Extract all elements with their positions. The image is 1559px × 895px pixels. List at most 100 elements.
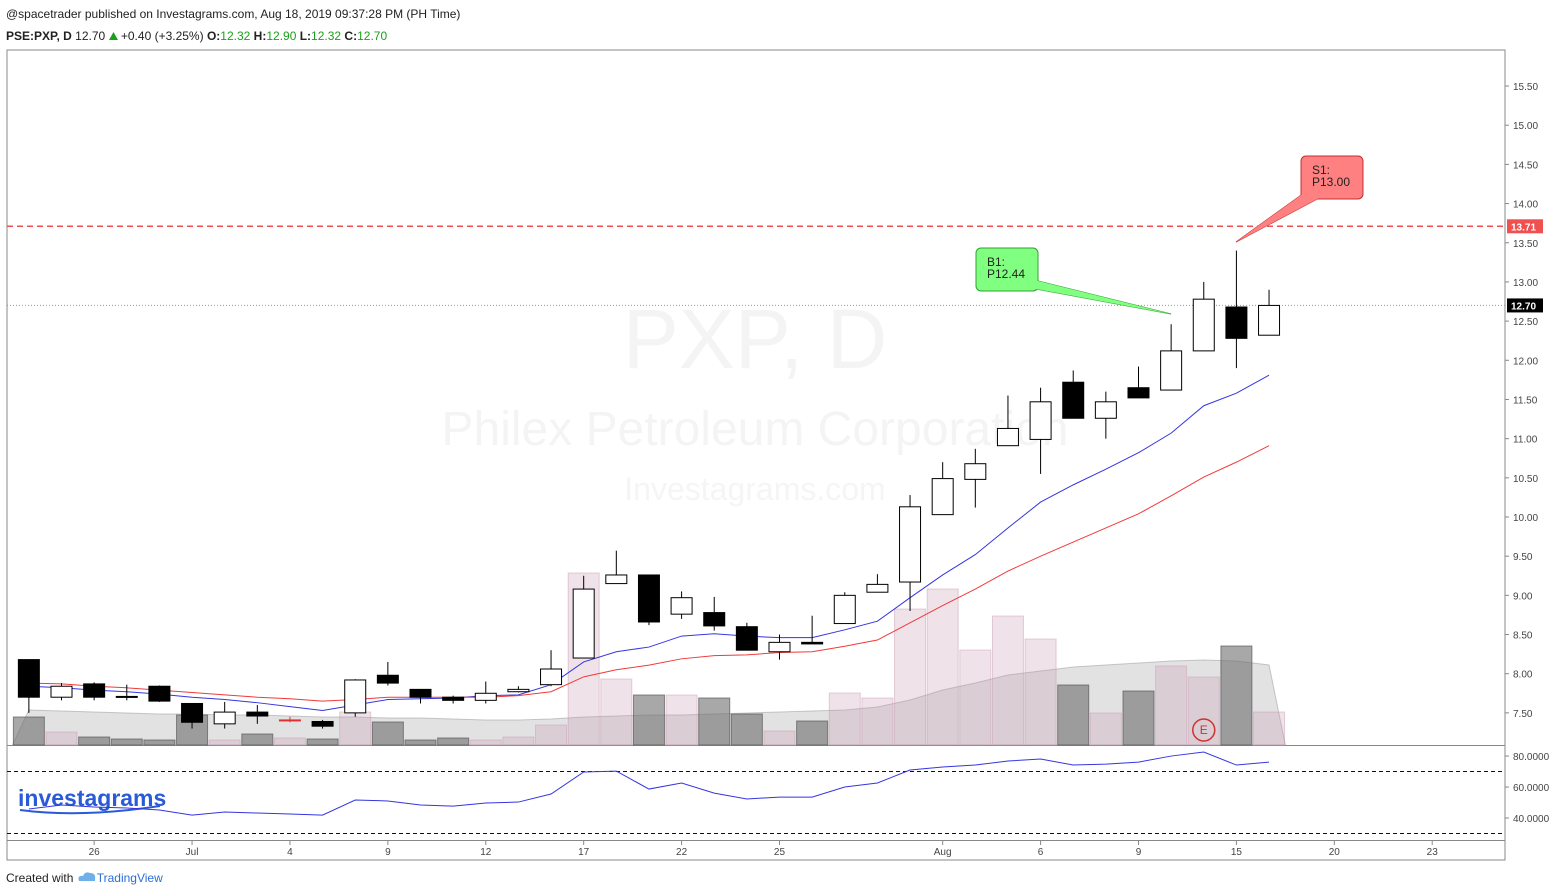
- candle-body: [507, 688, 530, 693]
- volume-bar: [665, 694, 698, 746]
- x-tick-label: 15: [1231, 847, 1243, 858]
- x-tick-label: 17: [578, 847, 590, 858]
- up-arrow: [108, 32, 118, 40]
- candle-body: [246, 711, 269, 717]
- volume-bar: [502, 736, 535, 746]
- ohlc-label: H:: [253, 29, 267, 43]
- volume-bar: [926, 588, 959, 746]
- candle-body: [344, 679, 367, 714]
- volume-bar: [208, 739, 241, 746]
- candle-body: [768, 641, 791, 653]
- event-marker: [1192, 718, 1216, 742]
- volume-bar: [437, 737, 470, 746]
- candle-body: [17, 659, 40, 698]
- x-tick-label: 9: [385, 847, 391, 858]
- chart: PXP, D Philex Petroleum Corporation Inve…: [6, 49, 1550, 861]
- candle-body: [115, 695, 138, 698]
- volume-bar: [828, 692, 861, 746]
- symbol: PSE:PXP, D: [6, 29, 72, 43]
- volume-bar: [273, 737, 306, 746]
- indicator-line: [28, 751, 1270, 816]
- candle-body: [376, 674, 399, 684]
- volume-bar: [535, 724, 568, 746]
- callout-text: S1:: [1312, 163, 1330, 177]
- y-tick-label: 10.50: [1513, 474, 1538, 485]
- x-tick-label: 26: [89, 847, 101, 858]
- candle-body: [964, 463, 987, 480]
- volume-bar: [404, 739, 437, 746]
- callout-text: B1:: [987, 255, 1005, 269]
- price-label: 12.70: [1511, 301, 1536, 312]
- volume-bar: [78, 736, 111, 746]
- callout-joint: [1236, 188, 1323, 242]
- candle-body: [996, 427, 1019, 447]
- y-tick-label: 11.50: [1513, 395, 1538, 406]
- candle-body: [833, 594, 856, 625]
- y-tick-label: 9.00: [1513, 591, 1533, 602]
- candle-body: [278, 719, 301, 722]
- x-tick-label: Jul: [186, 847, 199, 858]
- y-tick-label: 10.00: [1513, 513, 1538, 524]
- x-tick-label: 25: [774, 847, 786, 858]
- y-tick-label: 15.00: [1513, 121, 1538, 132]
- y-tick-label: 8.50: [1513, 631, 1533, 642]
- candle-body: [637, 574, 660, 623]
- candle-body: [540, 668, 563, 686]
- candle-body: [1094, 401, 1117, 419]
- candle-body: [670, 597, 693, 615]
- volume-bar: [110, 738, 143, 746]
- indicator-tick-label: 60.0000: [1513, 783, 1550, 794]
- candle-body: [474, 692, 497, 701]
- x-tick-label: 23: [1427, 847, 1439, 858]
- candle-body: [50, 685, 73, 698]
- volume-bar: [861, 697, 894, 746]
- volume-bar: [306, 738, 339, 746]
- volume-bar: [371, 721, 404, 746]
- volume-bar: [241, 733, 274, 746]
- logo-swoosh: [19, 805, 161, 815]
- last-price: 12.70: [75, 29, 106, 43]
- volume-bar: [730, 713, 763, 746]
- ohlc-value: 12.32: [220, 29, 251, 43]
- candle-body: [1225, 306, 1248, 339]
- callout-text: P12.44: [987, 267, 1025, 281]
- footer-prefix: Created with: [6, 871, 74, 885]
- volume-bar: [339, 711, 372, 746]
- callout-box: [1300, 155, 1364, 200]
- candle-body: [1029, 401, 1052, 440]
- volume-bar: [469, 739, 502, 746]
- y-tick-label: 12.50: [1513, 317, 1538, 328]
- candle-body: [735, 626, 758, 651]
- candle-body: [83, 683, 106, 698]
- price-label-box: [1507, 219, 1543, 234]
- tv-icon: [78, 872, 95, 881]
- candle-body: [148, 685, 171, 702]
- volume-bar: [1024, 638, 1057, 746]
- x-tick-label: Aug: [934, 847, 952, 858]
- x-tick-label: 4: [287, 847, 293, 858]
- y-tick-label: 9.50: [1513, 552, 1533, 563]
- candle-body: [409, 688, 432, 698]
- candle-body: [311, 720, 334, 727]
- price-label: 13.71: [1511, 222, 1536, 233]
- candle-body: [1192, 298, 1215, 352]
- y-tick-label: 11.00: [1513, 435, 1538, 446]
- volume-bar: [1253, 711, 1286, 746]
- volume-bar: [45, 731, 78, 746]
- x-tick-label: 20: [1329, 847, 1341, 858]
- candle-body: [213, 711, 236, 725]
- candle-body: [801, 641, 824, 645]
- volume-bar: [796, 720, 829, 746]
- callout-box: [975, 247, 1039, 292]
- y-tick-label: 7.50: [1513, 709, 1533, 720]
- y-tick-label: 13.50: [1513, 239, 1538, 250]
- quote-line: PSE:PXP, D 12.70 +0.40 (+3.25%) O:12.32 …: [6, 29, 387, 43]
- volume-bar: [894, 608, 927, 746]
- volume-bar: [1122, 690, 1155, 746]
- candle-body: [1127, 387, 1150, 399]
- x-tick-label: 9: [1136, 847, 1142, 858]
- candle-body: [442, 696, 465, 701]
- ohlc-value: 12.70: [357, 29, 388, 43]
- volume-bar: [1220, 645, 1253, 746]
